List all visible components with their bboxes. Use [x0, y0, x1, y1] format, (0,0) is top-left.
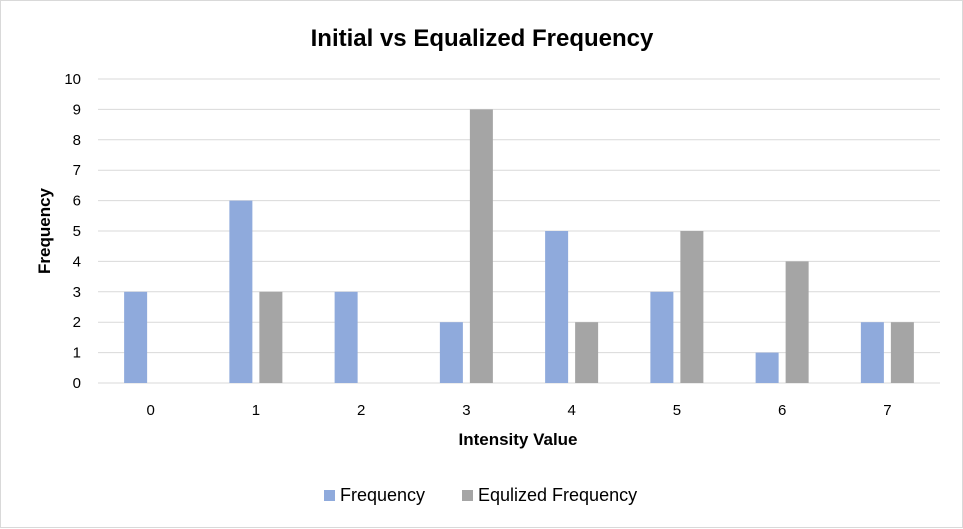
y-axis-ticks: 0 1 2 3 4 5 6 7 8 9 10: [64, 71, 81, 392]
x-axis-ticks: 0 1 2 3 4 5 6 7: [146, 402, 891, 419]
bar-frequency-3: [439, 322, 463, 383]
y-tick-label: 7: [73, 162, 81, 179]
y-tick-label: 6: [73, 193, 81, 210]
bar-frequency-1: [229, 200, 253, 383]
y-tick-label: 2: [73, 314, 81, 331]
bar-frequency-5: [650, 291, 674, 383]
y-tick-label: 8: [73, 132, 81, 149]
bars: [124, 109, 914, 384]
x-tick-label: 0: [146, 402, 154, 419]
x-tick-label: 4: [567, 402, 575, 419]
x-tick-label: 6: [778, 402, 786, 419]
bar-equalized-frequency-5: [680, 231, 704, 383]
x-tick-label: 3: [462, 402, 470, 419]
bar-equalized-frequency-7: [890, 322, 914, 383]
bar-equalized-frequency-6: [785, 261, 809, 383]
x-tick-label: 1: [252, 402, 260, 419]
y-tick-label: 10: [64, 71, 81, 88]
legend-label: Frequency: [340, 485, 425, 505]
legend: Frequency Equlized Frequency: [324, 485, 637, 505]
gridlines: [98, 78, 940, 384]
legend-swatch: [324, 490, 335, 501]
x-tick-label: 2: [357, 402, 365, 419]
y-axis-title: Frequency: [35, 187, 54, 274]
bar-frequency-0: [124, 291, 148, 383]
bar-frequency-7: [860, 322, 884, 383]
bar-frequency-4: [545, 231, 569, 383]
x-tick-label: 5: [673, 402, 681, 419]
bar-equalized-frequency-1: [259, 291, 283, 383]
y-tick-label: 5: [73, 223, 81, 240]
bar-frequency-2: [334, 291, 358, 383]
y-tick-label: 4: [73, 253, 81, 270]
y-tick-label: 1: [73, 345, 81, 362]
x-axis-title: Intensity Value: [458, 430, 577, 449]
y-tick-label: 3: [73, 284, 81, 301]
x-tick-label: 7: [883, 402, 891, 419]
y-tick-label: 0: [73, 375, 81, 392]
legend-swatch: [462, 490, 473, 501]
bar-frequency-6: [755, 352, 779, 383]
y-tick-label: 9: [73, 101, 81, 118]
bar-equalized-frequency-3: [469, 109, 493, 384]
bar-equalized-frequency-4: [575, 322, 599, 383]
legend-label: Equlized Frequency: [478, 485, 637, 505]
chart-title: Initial vs Equalized Frequency: [311, 25, 654, 52]
